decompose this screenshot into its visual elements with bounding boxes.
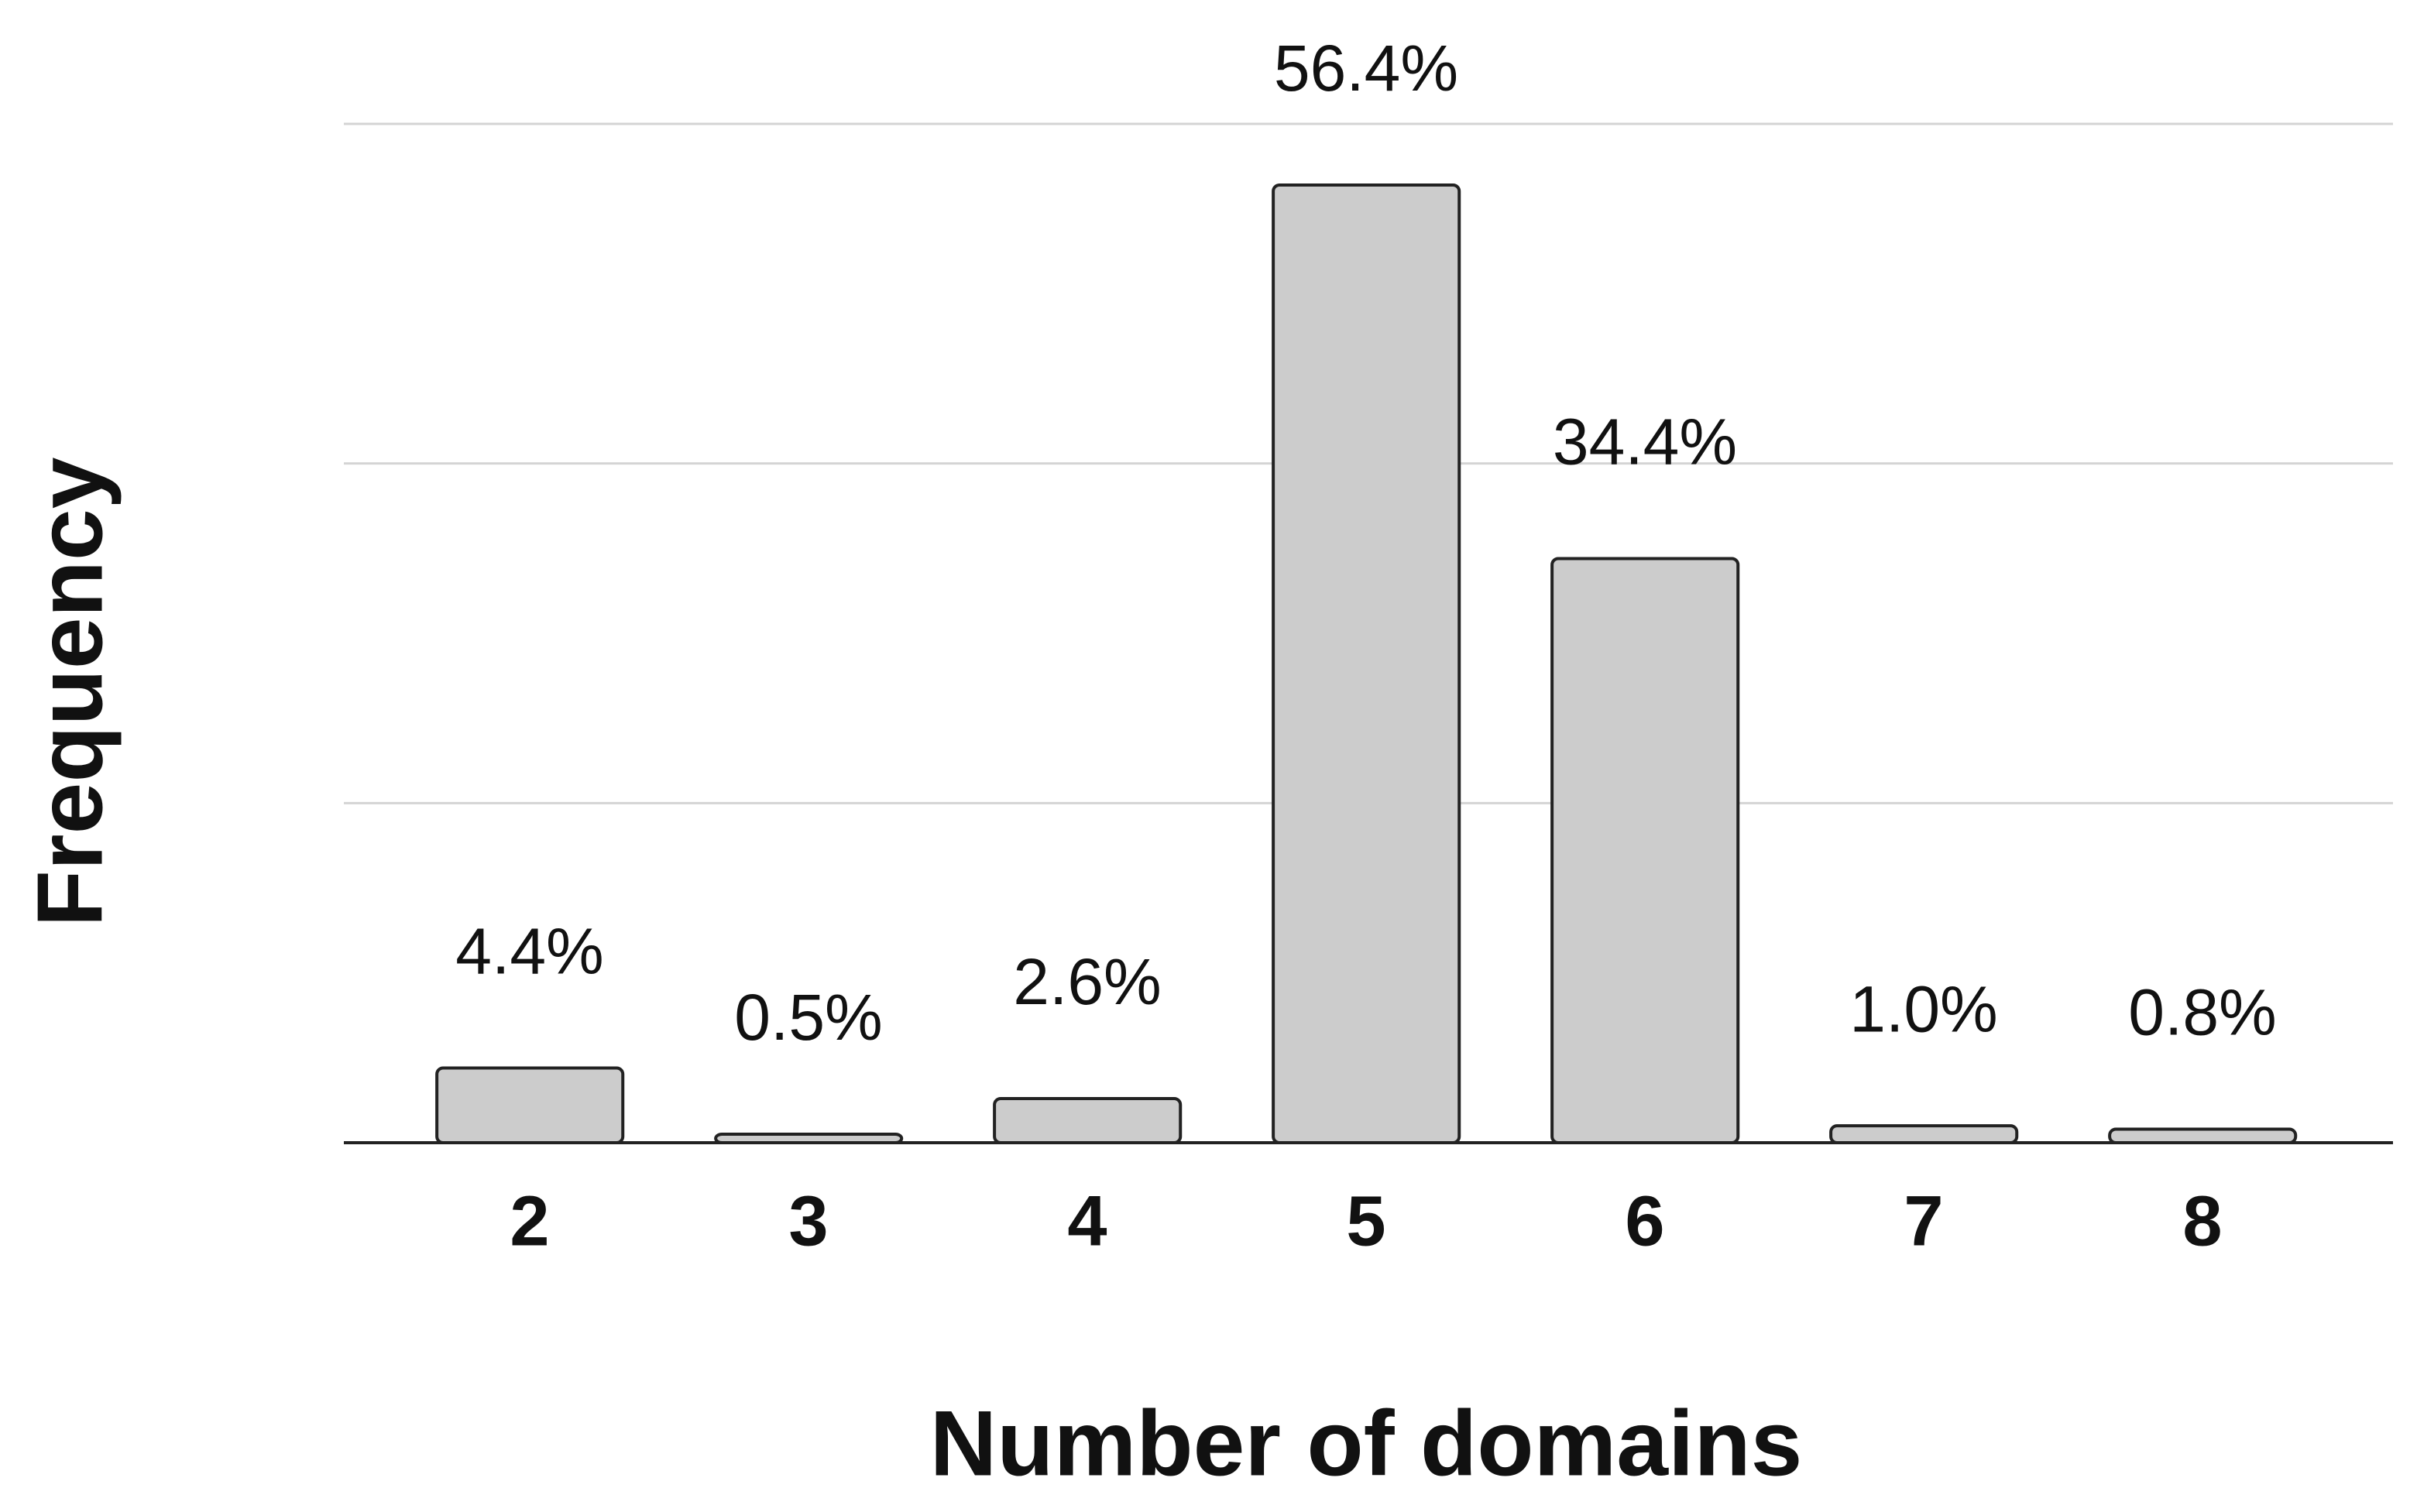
x-tick-label: 7 [1904,1181,1943,1260]
x-axis-title: Number of domains [930,1392,1803,1496]
value-label: 1.0% [1849,972,1997,1045]
bar [1829,1124,2019,1144]
x-tick-label: 8 [2182,1181,2222,1260]
value-label: 56.4% [1274,32,1458,105]
bar [1272,183,1461,1145]
bar [1550,557,1740,1144]
x-tick-label: 5 [1346,1181,1385,1260]
bar [435,1066,625,1144]
value-label: 34.4% [1553,406,1737,478]
y-axis-title: Frequency [19,457,122,927]
value-label: 0.8% [2128,976,2276,1049]
x-tick-label: 6 [1625,1181,1664,1260]
value-label: 2.6% [1013,945,1161,1018]
value-label: 0.5% [734,981,882,1054]
value-label: 4.4% [455,915,603,988]
bar [993,1096,1183,1145]
x-tick-label: 4 [1067,1181,1107,1260]
x-tick-label: 3 [788,1181,828,1260]
x-tick-label: 2 [510,1181,549,1260]
bar [2108,1127,2298,1145]
